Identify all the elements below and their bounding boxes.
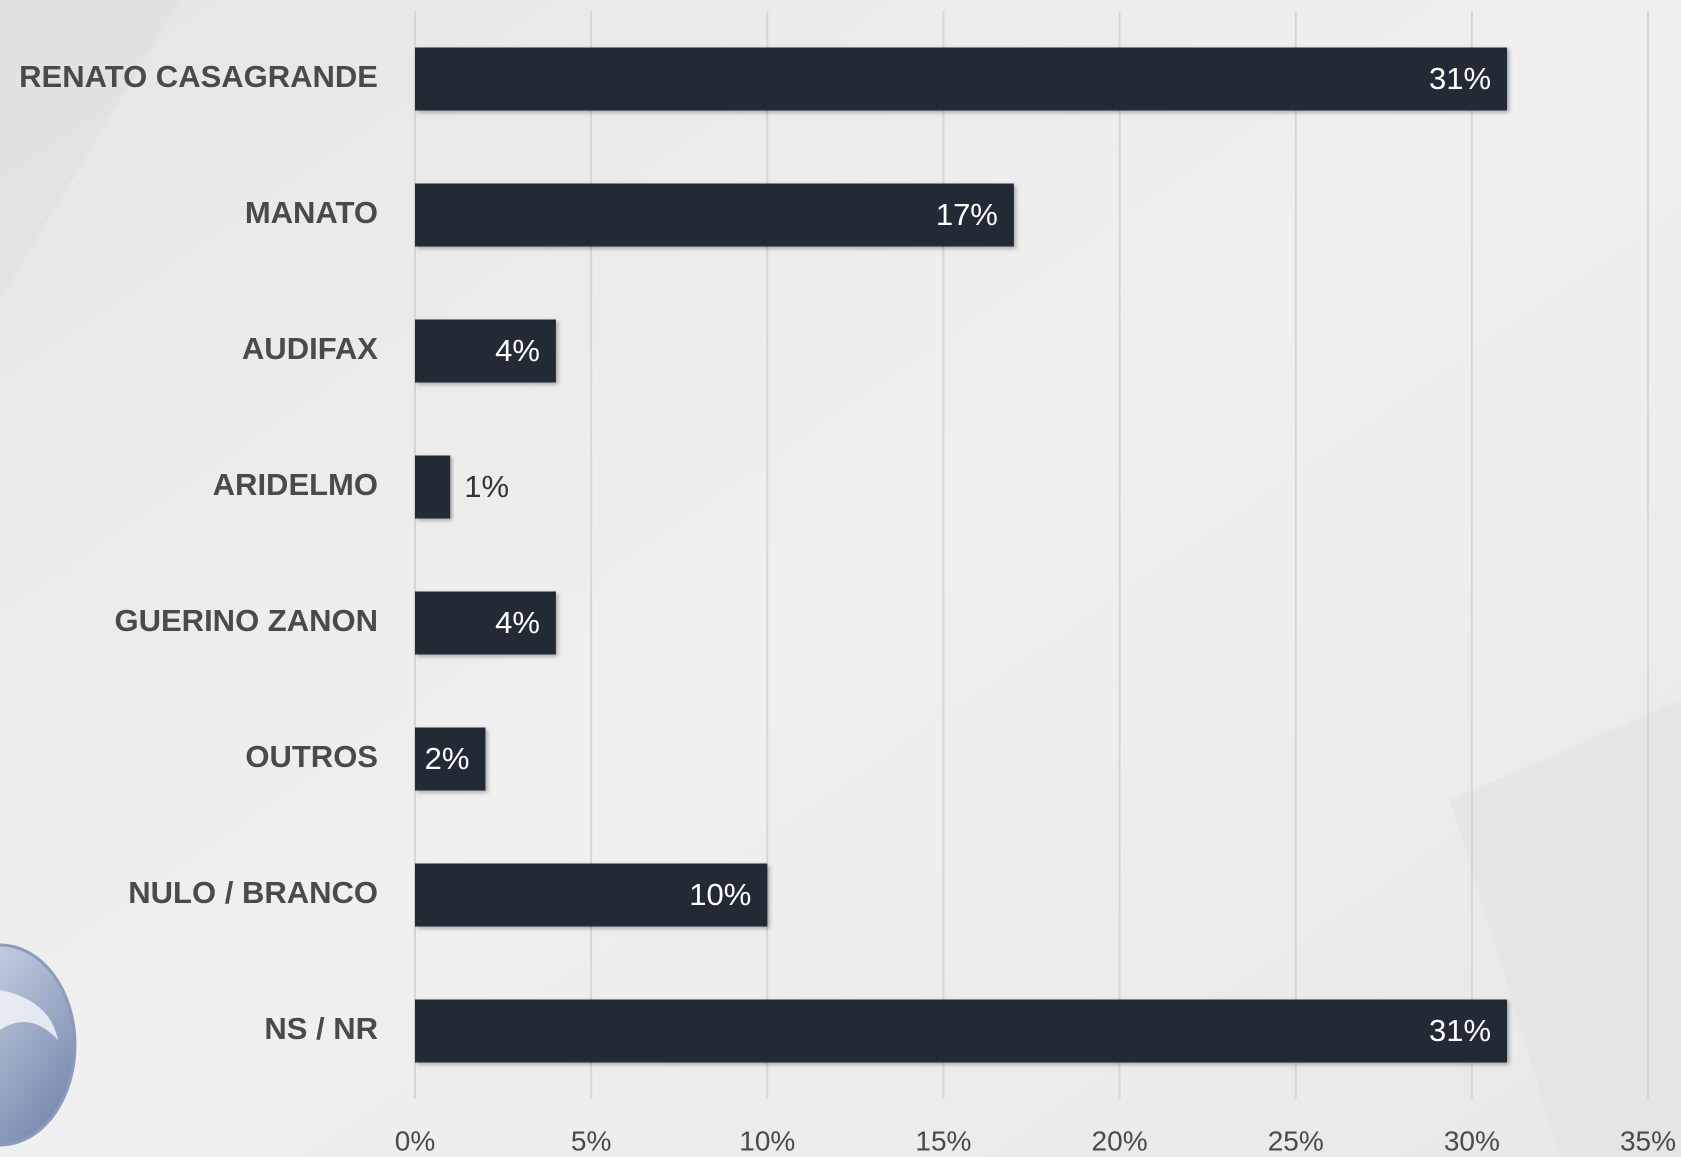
bar — [415, 863, 768, 927]
bar — [415, 591, 556, 655]
bar — [415, 183, 1014, 247]
x-tick-label: 25% — [1268, 1125, 1324, 1156]
x-tick-label: 0% — [395, 1125, 435, 1156]
data-label: 31% — [1429, 61, 1491, 96]
x-tick-label: 35% — [1620, 1125, 1676, 1156]
y-tick-label: NS / NR — [264, 1011, 378, 1046]
x-tick-label: 15% — [915, 1125, 971, 1156]
bar — [415, 999, 1508, 1063]
y-tick-label: AUDIFAX — [242, 331, 378, 366]
x-tick-label: 10% — [739, 1125, 795, 1156]
bar — [415, 455, 451, 519]
y-tick-label: NULO / BRANCO — [128, 875, 378, 910]
y-tick-label: MANATO — [245, 195, 378, 230]
data-label: 10% — [689, 877, 751, 912]
background-shape — [0, 0, 180, 300]
y-tick-label: OUTROS — [245, 739, 378, 774]
data-label: 1% — [464, 469, 509, 504]
bar — [415, 47, 1508, 111]
x-tick-label: 30% — [1444, 1125, 1500, 1156]
y-tick-label: RENATO CASAGRANDE — [19, 59, 378, 94]
logo — [0, 943, 77, 1147]
data-label: 2% — [425, 741, 470, 776]
background-shape — [1450, 700, 1681, 1157]
x-tick-label: 5% — [571, 1125, 611, 1156]
data-label: 17% — [936, 197, 998, 232]
y-tick-label: ARIDELMO — [213, 467, 378, 502]
bar — [415, 727, 486, 791]
y-tick-label: GUERINO ZANON — [115, 603, 379, 638]
data-label: 4% — [495, 605, 540, 640]
data-label: 31% — [1429, 1013, 1491, 1048]
bar — [415, 319, 556, 383]
data-label: 4% — [495, 333, 540, 368]
x-tick-label: 20% — [1092, 1125, 1148, 1156]
